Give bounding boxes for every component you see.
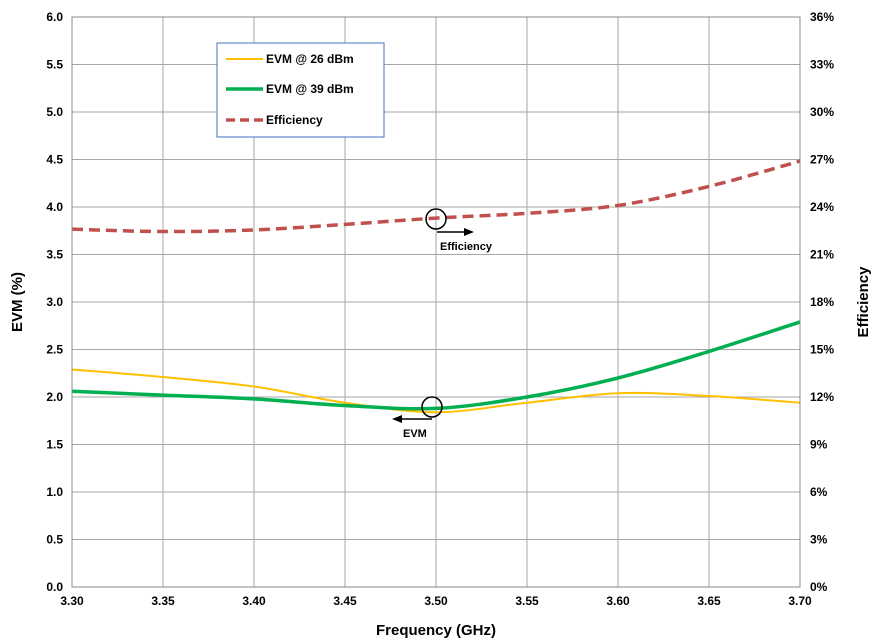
annotation-evm-circle (421, 396, 443, 418)
x-tick-label: 3.30 (60, 594, 84, 608)
annotation-evm-arrowhead (392, 415, 402, 423)
annotation-evm-label: EVM (403, 428, 427, 440)
x-axis-title: Frequency (GHz) (376, 622, 496, 639)
y-tick-label: 2.5 (46, 343, 63, 357)
series-line-efficiency (71, 159, 801, 234)
legend-label-evm-39: EVM @ 39 dBm (266, 82, 354, 96)
x-tick-label: 3.55 (515, 594, 539, 608)
annotation-efficiency: Efficiency (425, 208, 493, 253)
legend: EVM @ 26 dBm EVM @ 39 dBm Efficiency (216, 42, 385, 138)
y2-tick-label: 6% (810, 485, 828, 499)
y-tick-label: 1.5 (46, 438, 63, 452)
y-tick-label: 3.0 (46, 295, 63, 309)
y2-tick-label: 30% (810, 105, 834, 119)
y2-axis-title: Efficiency (855, 266, 872, 338)
y2-tick-label: 9% (810, 438, 828, 452)
series-line-evm-26 (71, 368, 801, 414)
y2-tick-label: 3% (810, 533, 828, 547)
annotation-evm: EVM (392, 396, 443, 440)
y-axis-title: EVM (%) (9, 272, 26, 332)
x-tick-label: 3.70 (788, 594, 812, 608)
x-tick-label: 3.45 (333, 594, 357, 608)
y-tick-label: 5.5 (46, 58, 63, 72)
series-layer (71, 159, 801, 414)
y2-tick-label: 33% (810, 58, 834, 72)
y-tick-label: 4.5 (46, 153, 63, 167)
x-tick-label: 3.50 (424, 594, 448, 608)
y2-tick-label: 15% (810, 343, 834, 357)
legend-label-evm-26: EVM @ 26 dBm (266, 52, 354, 66)
x-tick-label: 3.60 (606, 594, 630, 608)
y-tick-label: 6.0 (46, 10, 63, 24)
x-tick-label: 3.40 (242, 594, 266, 608)
plot-frame (71, 16, 801, 588)
annotation-efficiency-arrowhead (464, 228, 474, 236)
y2-tick-label: 21% (810, 248, 834, 262)
y-tick-label: 2.0 (46, 390, 63, 404)
y-tick-label: 3.5 (46, 248, 63, 262)
y2-tick-label: 12% (810, 390, 834, 404)
tick-labels: 3.30 3.35 3.40 3.45 3.50 3.55 3.60 3.65 3.70 0.0 0… (46, 10, 834, 608)
y-tick-label: 0.5 (46, 533, 63, 547)
annotation-efficiency-circle (425, 208, 447, 230)
y-tick-label: 1.0 (46, 485, 63, 499)
series-line-evm-39 (71, 320, 801, 411)
y-tick-label: 4.0 (46, 200, 63, 214)
y2-tick-label: 18% (810, 295, 834, 309)
y2-tick-label: 27% (810, 153, 834, 167)
annotation-efficiency-label: Efficiency (440, 241, 493, 253)
y-tick-label: 5.0 (46, 105, 63, 119)
legend-label-efficiency: Efficiency (266, 113, 323, 127)
x-tick-label: 3.65 (697, 594, 721, 608)
y-tick-label: 0.0 (46, 580, 63, 594)
y2-tick-label: 24% (810, 200, 834, 214)
x-tick-label: 3.35 (151, 594, 175, 608)
y2-tick-label: 0% (810, 580, 828, 594)
y2-tick-label: 36% (810, 10, 834, 24)
